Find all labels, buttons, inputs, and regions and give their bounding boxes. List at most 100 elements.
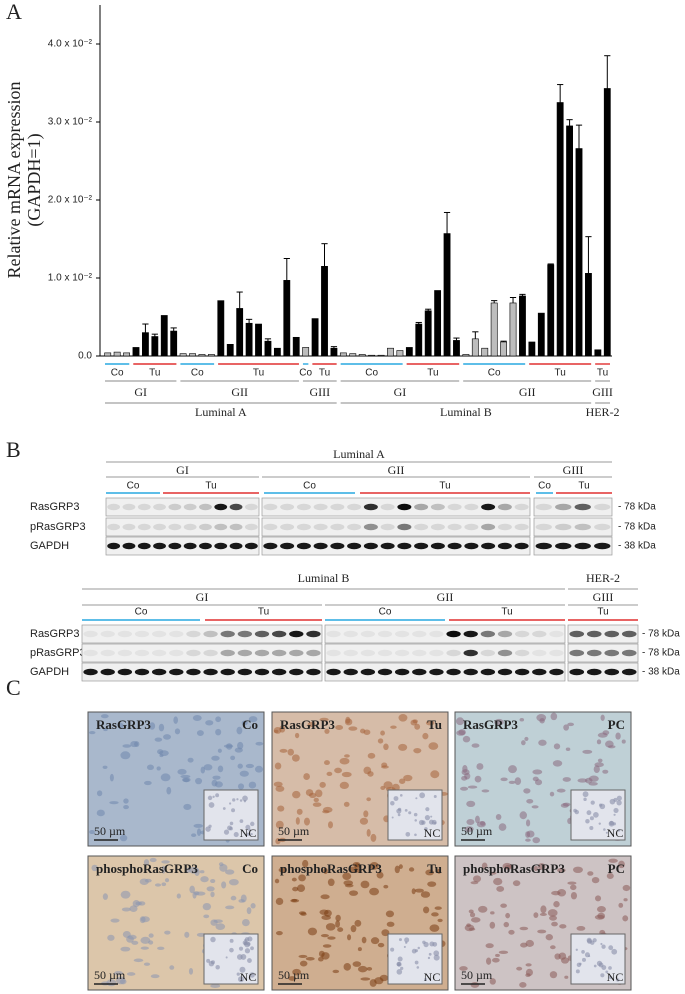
cell-nucleus [148, 940, 154, 945]
blot-band [83, 668, 98, 676]
bar [415, 323, 423, 357]
blot-band [296, 503, 311, 511]
cell-nucleus [551, 921, 558, 927]
cell-nucleus [89, 731, 96, 735]
marker-label: RasGRP3 [463, 717, 518, 732]
cell-nucleus [523, 788, 531, 794]
blot-band [535, 503, 552, 511]
cell-nucleus [339, 757, 350, 765]
panel-label: C [6, 675, 21, 700]
cell-nucleus [185, 867, 191, 873]
blot-band [594, 542, 611, 550]
bar [377, 354, 385, 357]
cell-nucleus [292, 968, 301, 976]
blot-band [168, 503, 182, 511]
group-label: Co [127, 481, 140, 492]
cell-nucleus [398, 864, 403, 869]
blot-band [621, 668, 637, 676]
cell-nucleus [519, 926, 529, 931]
blot-band [107, 542, 121, 550]
bar [217, 300, 225, 357]
blot-band [280, 503, 295, 511]
blot-band [594, 503, 611, 511]
blot-band [363, 503, 378, 511]
cell-nucleus [325, 923, 336, 931]
bar [113, 351, 121, 357]
inset-texture [430, 815, 433, 818]
cell-nucleus [234, 747, 243, 753]
cell-nucleus [203, 914, 210, 919]
blot-band [604, 630, 620, 638]
error-bar [557, 84, 564, 103]
blot-band [220, 649, 235, 657]
group-label: Co [299, 368, 312, 379]
bar [330, 347, 338, 357]
inset-texture [587, 938, 593, 944]
scale-label: 50 µm [278, 968, 310, 982]
micrograph: phosphoRasGRP3 Co NC 50 µm [87, 855, 265, 991]
cell-nucleus [230, 895, 237, 901]
blot-band [263, 523, 278, 531]
cell-nucleus [89, 829, 95, 835]
inset-texture [396, 961, 402, 967]
inset-texture [396, 808, 402, 814]
inset-texture [583, 797, 587, 802]
blot-band [151, 630, 167, 638]
blot-band [514, 630, 530, 638]
cell-nucleus [161, 882, 167, 887]
cell-nucleus [294, 732, 300, 739]
inset-texture [613, 797, 618, 802]
cell-nucleus [326, 771, 333, 776]
cell-nucleus [315, 789, 323, 798]
blot-band [134, 630, 150, 638]
inset-texture [617, 828, 621, 832]
cell-nucleus [354, 919, 362, 927]
cell-nucleus [470, 982, 480, 988]
blot-band [586, 668, 602, 676]
cell-nucleus [237, 741, 244, 750]
cell-nucleus [173, 716, 179, 724]
blot-row-label: RasGRP3 [30, 628, 80, 640]
subtype-label: HER-2 [586, 571, 620, 585]
inset-texture [601, 965, 607, 970]
cell-nucleus [250, 903, 256, 909]
blot-band [464, 503, 479, 511]
error-bar [425, 308, 432, 311]
cell-nucleus [139, 878, 149, 886]
blot-band [137, 503, 151, 511]
inset-texture [222, 807, 226, 810]
inset-texture [600, 973, 605, 978]
cell-nucleus [202, 902, 212, 911]
cell-nucleus [319, 909, 329, 915]
inset-texture [206, 958, 211, 963]
blot-strip [261, 497, 531, 517]
group-label: Co [488, 368, 501, 379]
cell-nucleus [596, 739, 602, 745]
inset-texture [215, 965, 220, 970]
cell-nucleus [464, 826, 474, 832]
cell-nucleus [380, 730, 385, 736]
blot-band [481, 503, 496, 511]
blot-band [289, 668, 304, 676]
cell-nucleus [157, 749, 164, 755]
blot-band [377, 668, 393, 676]
scale-label: 50 µm [461, 824, 493, 838]
cell-nucleus [120, 890, 131, 899]
blot-band [83, 630, 98, 638]
inset-texture [433, 954, 440, 961]
cell-nucleus [140, 936, 151, 944]
cell-nucleus [91, 864, 98, 872]
cell-nucleus [478, 905, 488, 913]
blot-band [377, 649, 393, 657]
blot-band [514, 649, 530, 657]
cell-nucleus [383, 884, 389, 889]
blot-band [446, 649, 461, 657]
cell-nucleus [121, 907, 131, 912]
cell-nucleus [508, 929, 515, 935]
cell-nucleus [470, 917, 481, 923]
group-label: GIII [309, 385, 330, 399]
cell-nucleus [377, 738, 384, 744]
blot-band [153, 503, 166, 511]
inset-texture [233, 831, 239, 838]
inset-texture [247, 936, 253, 942]
